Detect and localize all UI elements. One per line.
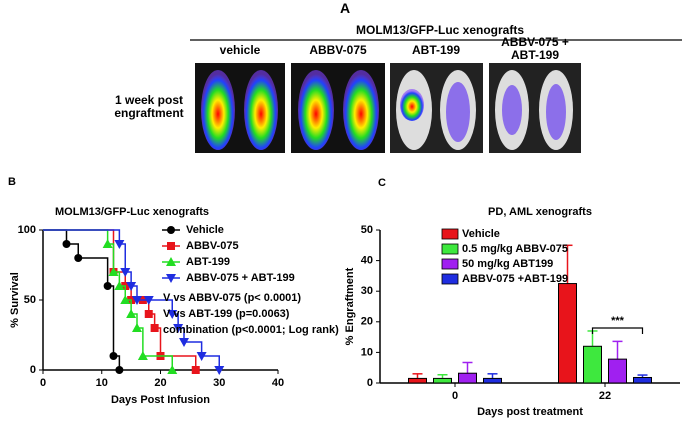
mouse — [546, 84, 566, 140]
chart-title: PD, AML xenografts — [488, 206, 592, 218]
marker — [62, 240, 71, 248]
legend-marker — [167, 226, 175, 234]
mouse — [298, 70, 334, 150]
legend-marker — [166, 274, 176, 283]
legend-marker — [166, 257, 176, 266]
legend-label: 50 mg/kg ABT199 — [462, 258, 553, 270]
marker — [109, 352, 118, 360]
y-tick-label: 10 — [361, 346, 373, 358]
mouse — [244, 70, 278, 150]
marker — [102, 239, 113, 248]
x-tick-label: 0 — [452, 390, 458, 402]
legend-swatch — [441, 228, 459, 240]
mouse — [201, 70, 235, 150]
mouse — [343, 70, 379, 150]
bar — [458, 372, 477, 384]
x-axis-label: Days Post Infusion — [111, 394, 210, 406]
marker — [132, 323, 142, 332]
bar — [433, 377, 452, 384]
y-tick-label: 50 — [361, 224, 373, 236]
y-tick-label: 0 — [30, 364, 36, 376]
mouse — [446, 82, 470, 142]
survival-line — [43, 229, 220, 370]
x-axis-label: Days post treatment — [477, 406, 583, 418]
row-label: 1 week post engraftment — [114, 93, 184, 120]
marker — [115, 366, 124, 374]
legend-swatch — [441, 273, 459, 285]
x-tick-label: 0 — [40, 377, 46, 389]
marker — [114, 240, 125, 249]
marker — [214, 366, 225, 375]
legend-label: Vehicle — [462, 228, 500, 240]
bar — [633, 376, 652, 384]
marker — [126, 282, 137, 291]
marker — [196, 352, 207, 361]
y-tick-label: 20 — [361, 316, 373, 328]
annotation: V vs ABBV-075 (p< 0.0001) — [163, 292, 301, 304]
marker — [144, 310, 153, 318]
legend-label: ABBV-075 + ABT-199 — [186, 272, 295, 284]
significance-bracket — [591, 327, 644, 334]
marker — [120, 295, 131, 304]
x-tick-label: 30 — [213, 377, 225, 389]
mouse — [502, 85, 522, 135]
marker — [126, 309, 137, 318]
marker — [167, 310, 178, 319]
panel-title: MOLM13/GFP-Luc xenografts — [355, 23, 525, 37]
y-tick-label: 30 — [361, 285, 373, 297]
marker — [108, 267, 119, 276]
panel-label: B — [8, 176, 16, 188]
chart-title: MOLM13/GFP-Luc xenografts — [55, 206, 209, 218]
marker — [191, 366, 200, 374]
marker — [132, 296, 142, 305]
panel-label: A — [339, 0, 351, 16]
column-label: ABBV-075 — [309, 43, 367, 57]
y-tick-label: 40 — [361, 255, 373, 267]
x-tick-label: 22 — [599, 390, 611, 402]
marker — [173, 324, 184, 333]
panel-label: C — [378, 177, 386, 189]
bar — [408, 377, 427, 384]
marker — [74, 254, 83, 262]
column-label: vehicle — [219, 43, 261, 57]
x-tick-label: 40 — [272, 377, 284, 389]
y-axis-label: % Engraftment — [344, 267, 356, 345]
survival-line — [43, 229, 121, 370]
y-tick-label: 0 — [367, 377, 373, 389]
bar — [483, 377, 502, 384]
marker — [114, 281, 125, 290]
marker — [179, 338, 189, 347]
marker — [150, 324, 159, 332]
y-axis-label: % Survival — [9, 272, 21, 328]
legend-label: 0.5 mg/kg ABBV-075 — [462, 243, 568, 255]
legend-swatch — [441, 258, 459, 270]
marker — [120, 268, 131, 277]
legend-label: ABBV-075 +ABT-199 — [462, 273, 568, 285]
marker — [167, 365, 178, 374]
column-label: ABBV-075 + ABT-199 — [501, 35, 569, 62]
legend-swatch — [441, 243, 459, 255]
y-tick-label: 100 — [18, 224, 36, 236]
annotation: combination (p<0.0001; Log rank) — [163, 324, 339, 336]
column-label: ABT-199 — [411, 43, 461, 57]
mouse-images — [195, 63, 581, 153]
legend-label: Vehicle — [186, 224, 224, 236]
marker — [143, 296, 154, 305]
x-tick-label: 20 — [154, 377, 166, 389]
annotation: V vs ABT-199 (p=0.0063) — [163, 308, 290, 320]
x-tick-label: 10 — [96, 377, 108, 389]
legend-marker — [167, 242, 175, 250]
mouse — [400, 89, 424, 121]
marker — [103, 282, 112, 290]
legend-label: ABT-199 — [186, 256, 230, 268]
bar — [608, 358, 627, 384]
marker — [137, 351, 148, 360]
y-tick-label: 50 — [24, 294, 36, 306]
bar — [558, 283, 577, 384]
significance-label: *** — [611, 315, 625, 327]
bar — [583, 345, 602, 384]
legend-label: ABBV-075 — [186, 240, 239, 252]
